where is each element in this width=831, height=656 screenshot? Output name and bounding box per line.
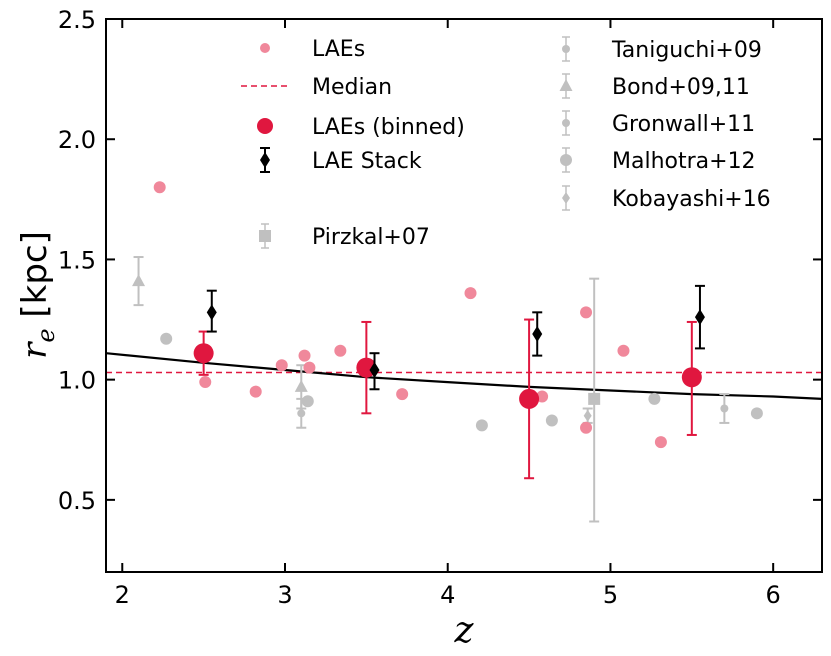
- lae-point: [617, 344, 630, 357]
- legend-gronwall-11-label: Gronwall+11: [612, 112, 755, 137]
- lae-point: [303, 361, 316, 374]
- legend-pirzkal-07-swatch: [259, 230, 271, 242]
- legend-pirzkal-07-label: Pirzkal+07: [312, 225, 430, 250]
- binned-point: [681, 367, 702, 388]
- legend-bond-09-11: Bond+09,11: [559, 73, 750, 100]
- x-tick-label: 3: [277, 581, 292, 609]
- legend-lae-stack-swatch: [260, 152, 270, 168]
- lae-point: [580, 306, 593, 319]
- legend-taniguchi-09-label: Taniguchi+09: [611, 38, 762, 63]
- legend-kobayashi-16: Kobayashi+16: [562, 185, 771, 212]
- legend: LAEs Median LAEs (binned) LAE Stack Pirzkal+…: [241, 36, 771, 250]
- stack-point: [694, 309, 705, 326]
- y-tick-label: 2.0: [58, 126, 96, 154]
- x-axis-label: z: [454, 610, 475, 651]
- lae-point: [298, 349, 311, 362]
- legend-malhotra-12-label: Malhotra+12: [612, 149, 756, 174]
- lae-layer: [153, 181, 667, 449]
- point-malhotra-12: [750, 407, 763, 420]
- binned-layer: [193, 318, 702, 480]
- lae-point: [580, 421, 593, 434]
- y-axis-label-space: [15, 318, 55, 329]
- x-tick-label: 2: [115, 581, 130, 609]
- point-kobayashi-16: [583, 409, 592, 422]
- y-axis-label-subscript: e: [32, 328, 60, 342]
- point-pirzkal-07: [588, 392, 601, 405]
- lae-point: [249, 385, 262, 398]
- point-taniguchi-09: [720, 404, 729, 413]
- legend-malhotra-12-swatch: [560, 154, 572, 166]
- legend-lae-stack: LAE Stack: [260, 147, 422, 174]
- y-axis-label-unit: [kpc]: [15, 231, 55, 318]
- legend-bond-09-11-swatch: [559, 79, 573, 91]
- fit-curve: [106, 352, 822, 400]
- point-malhotra-12: [301, 395, 314, 408]
- legend-laes-binned--label: LAEs (binned): [312, 115, 465, 140]
- legend-bond-09-11-label: Bond+09,11: [612, 75, 750, 100]
- plot-frame: [105, 18, 823, 573]
- y-tick-label: 1.5: [58, 246, 96, 274]
- legend-median-label: Median: [312, 75, 392, 100]
- lae-point: [153, 181, 166, 194]
- legend-taniguchi-09-swatch: [562, 45, 570, 53]
- legend-gronwall-11: Gronwall+11: [562, 110, 755, 137]
- y-axis-label-main: r: [15, 341, 55, 359]
- binned-point: [193, 343, 214, 364]
- point-gronwall-11: [297, 409, 306, 418]
- legend-lae-stack-label: LAE Stack: [312, 149, 422, 174]
- fit-layer: [106, 352, 822, 400]
- y-tick-label: 1.0: [58, 367, 96, 395]
- point-malhotra-12: [160, 332, 173, 345]
- axis-ticks: [106, 18, 822, 572]
- x-tick-label: 5: [603, 581, 618, 609]
- lae-point: [334, 344, 347, 357]
- tick-labels: 2 3 4 5 6 0.5 1.0 1.5 2.0 2.5: [58, 6, 781, 609]
- stack-point: [532, 325, 543, 342]
- legend-pirzkal-07: Pirzkal+07: [259, 223, 430, 250]
- point-malhotra-12: [475, 419, 488, 432]
- legend-kobayashi-16-swatch: [562, 192, 570, 204]
- point-bond-09-11: [132, 274, 146, 287]
- legend-median: Median: [241, 75, 392, 100]
- stack-point: [369, 362, 380, 379]
- y-tick-label: 0.5: [58, 487, 96, 515]
- plot-background: [106, 19, 822, 572]
- x-tick-label: 4: [440, 581, 455, 609]
- legend-laes-label: LAEs: [312, 37, 365, 62]
- binned-point: [519, 388, 540, 409]
- point-bond-09-11: [294, 379, 308, 392]
- lae-point: [199, 376, 212, 389]
- lae-point: [464, 287, 477, 300]
- legend-laes-binned-: LAEs (binned): [257, 115, 465, 140]
- literature-layer: [132, 256, 763, 523]
- legend-kobayashi-16-label: Kobayashi+16: [612, 187, 771, 212]
- lae-point: [396, 388, 409, 401]
- legend-laes: LAEs: [260, 37, 365, 62]
- legend-laes-binned--swatch: [257, 118, 273, 134]
- stack-point: [206, 304, 217, 321]
- stack-layer: [206, 284, 705, 391]
- lae-point: [654, 436, 667, 449]
- x-tick-label: 6: [766, 581, 781, 609]
- legend-gronwall-11-swatch: [562, 119, 570, 127]
- lae-point: [536, 390, 549, 403]
- y-axis-label: re [kpc]: [15, 231, 60, 359]
- y-tick-label: 2.5: [58, 6, 96, 34]
- lae-point: [275, 359, 288, 372]
- point-malhotra-12: [648, 392, 661, 405]
- legend-taniguchi-09: Taniguchi+09: [562, 36, 762, 63]
- legend-laes-swatch: [260, 43, 270, 53]
- legend-malhotra-12: Malhotra+12: [560, 147, 756, 174]
- point-malhotra-12: [545, 414, 558, 427]
